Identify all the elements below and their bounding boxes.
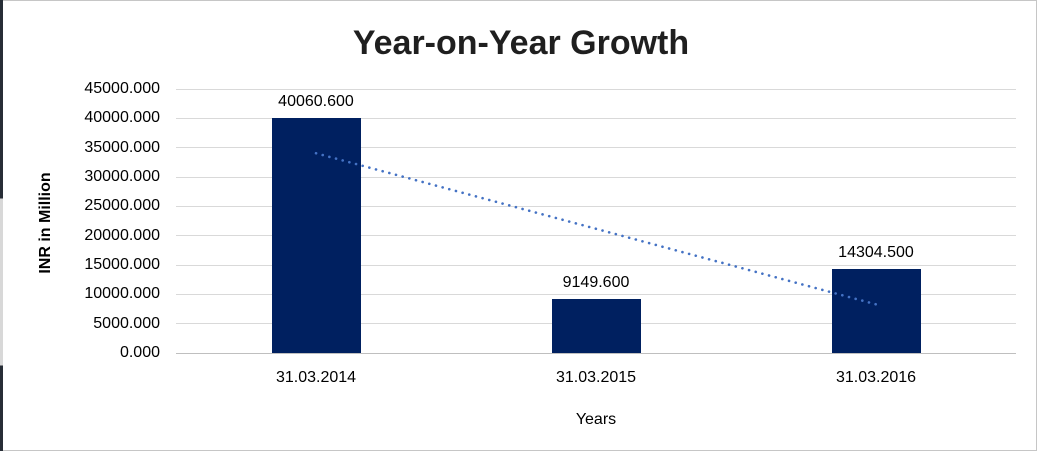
y-tick-label: 45000.000 [84,80,160,97]
y-gridline [176,88,1016,90]
x-category-label: 31.03.2015 [555,369,637,386]
x-category-label: 31.03.2016 [835,369,917,386]
y-tick-label: 0.000 [119,344,160,361]
y-tick-label: 25000.000 [84,197,160,215]
bar-data-label: 9149.600 [562,274,630,292]
bar [831,269,921,353]
chart-title: Year-on-Year Growth [352,24,690,62]
y-gridline [176,117,1016,119]
x-axis-line [176,352,1016,354]
bar [551,299,641,353]
y-tick-label: 20000.000 [84,226,160,244]
y-tick-label: 40000.000 [84,109,160,127]
left-edge-strip [0,0,3,451]
bar-data-label: 40060.600 [278,92,354,110]
x-category-label: 31.03.2014 [275,369,357,386]
bar-data-label: 14304.500 [838,244,914,262]
y-gridline [176,147,1016,149]
y-tick-label: 15000.000 [84,256,160,273]
y-tick-label: 10000.000 [84,285,160,303]
y-tick-label: 35000.000 [84,138,160,156]
bar [271,117,361,353]
y-tick-label: 30000.000 [84,168,160,185]
y-tick-label: 5000.000 [93,314,160,332]
x-axis-title: Years [575,411,617,428]
